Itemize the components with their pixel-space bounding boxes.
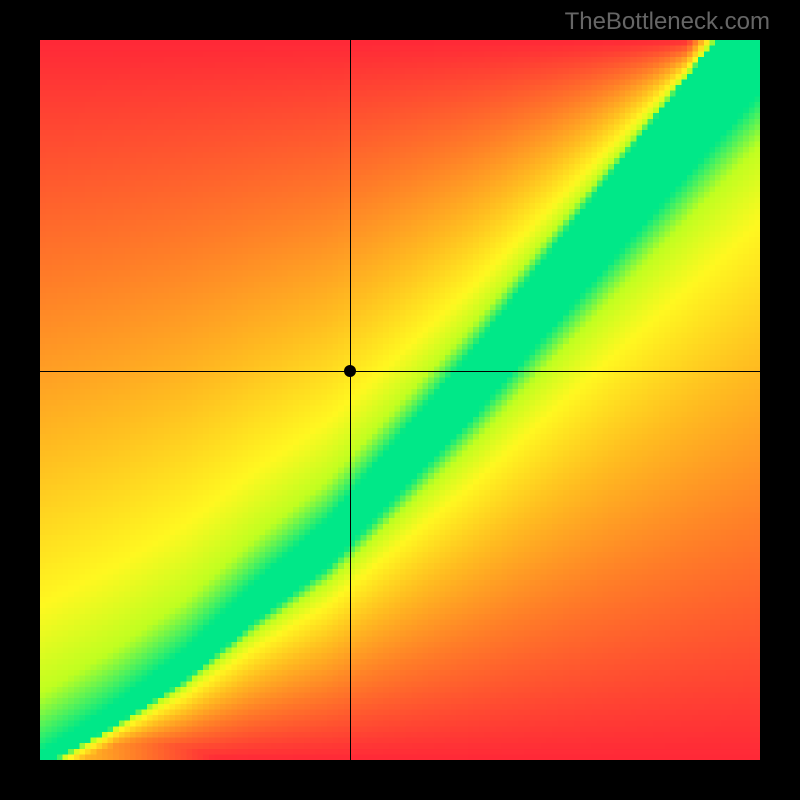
attribution-watermark: TheBottleneck.com <box>565 8 770 36</box>
figure-container: TheBottleneck.com <box>0 0 800 800</box>
crosshair-horizontal <box>40 371 760 372</box>
crosshair-vertical <box>350 40 351 760</box>
operating-point-marker <box>344 365 356 377</box>
plot-area <box>40 40 760 760</box>
bottleneck-heatmap <box>40 40 760 760</box>
